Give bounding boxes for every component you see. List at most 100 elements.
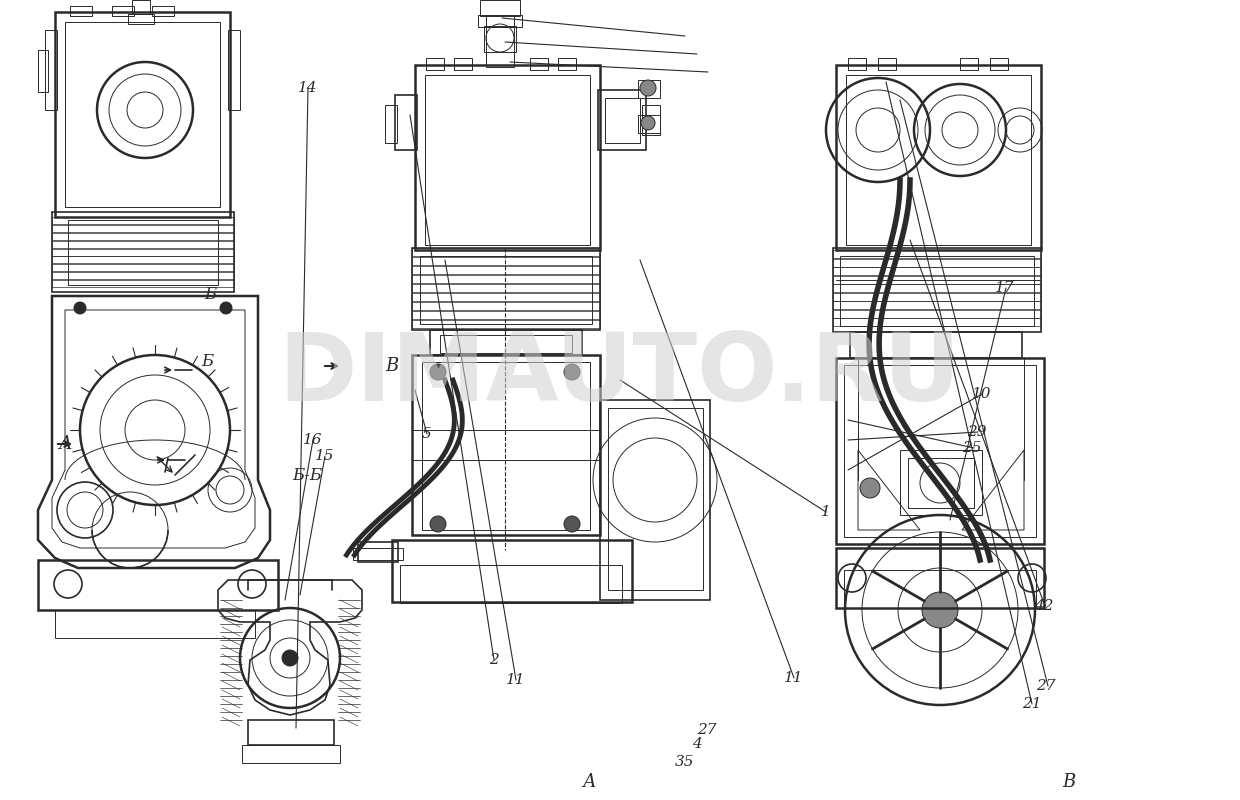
Circle shape [281,650,298,666]
Text: 11: 11 [784,671,804,686]
Bar [52,249,234,255]
Bar [454,58,472,70]
Bar [427,58,444,70]
Text: 42: 42 [1034,599,1054,614]
Bar [600,400,711,600]
Bar [228,30,241,110]
Circle shape [430,516,446,532]
Bar [52,212,234,292]
Text: 21: 21 [1022,697,1042,711]
Bar [833,301,1042,309]
Bar [412,320,600,328]
Bar [420,256,591,324]
Bar [900,450,982,515]
Bar [55,12,229,217]
Bar [415,65,600,250]
Text: Б: Б [205,286,217,303]
Bar [833,258,1042,266]
Bar [248,720,334,745]
Bar [422,362,590,530]
Bar [52,217,234,224]
Bar [38,560,278,610]
Bar [412,266,600,274]
Bar [64,22,219,207]
Text: 14: 14 [298,81,317,95]
Bar [55,610,255,638]
Bar [412,311,600,319]
Bar [639,115,660,133]
Bar [52,272,234,279]
Text: 16: 16 [303,433,322,447]
Bar [833,267,1042,275]
Bar [412,248,600,256]
Bar [844,365,1035,537]
Bar [484,26,516,52]
Bar [128,14,154,24]
Bar [412,293,600,301]
Bar [878,58,897,70]
Circle shape [74,302,86,314]
Bar [45,30,57,110]
Bar [848,58,866,70]
Text: DIMAUTO.RU: DIMAUTO.RU [279,329,961,421]
Bar [836,65,1042,250]
Circle shape [641,116,655,130]
Text: 2: 2 [489,653,498,667]
Circle shape [564,364,580,380]
Text: 15: 15 [315,449,335,463]
Bar [960,58,978,70]
Bar [69,6,92,16]
Text: Б: Б [201,353,213,370]
Bar [153,6,174,16]
Bar [833,310,1042,318]
Bar [480,0,520,16]
Bar [396,95,417,150]
Bar [52,264,234,271]
Bar [642,105,660,135]
Bar [844,570,1035,608]
Bar [833,275,1042,283]
Bar [242,745,340,763]
Text: 27: 27 [697,722,717,737]
Text: 25: 25 [962,441,982,455]
Text: А: А [583,774,595,791]
Bar [412,248,600,330]
Bar [605,98,640,143]
Text: 29: 29 [967,425,987,439]
Bar [486,15,515,67]
Bar [839,256,1034,326]
Bar [477,15,522,27]
Circle shape [861,478,880,498]
Bar [52,280,234,287]
Bar [440,335,572,353]
Text: 4: 4 [692,737,702,751]
Text: 17: 17 [994,281,1014,295]
Bar [430,330,582,355]
Bar [412,257,600,265]
Bar [52,225,234,232]
Bar [990,58,1008,70]
Bar [401,565,622,603]
Bar [833,293,1042,301]
Text: 10: 10 [972,386,992,401]
Bar [908,458,973,508]
Text: Б-Б: Б-Б [293,466,322,484]
Bar [608,408,703,590]
Text: 27: 27 [1035,679,1055,694]
Bar [836,548,1044,608]
Text: 1: 1 [821,505,831,519]
Text: А: А [58,435,71,453]
Bar [412,302,600,310]
Text: 35: 35 [675,755,694,770]
Circle shape [923,592,959,628]
Bar [392,540,632,602]
Bar [833,318,1042,326]
Bar [846,75,1030,245]
Circle shape [640,80,656,96]
Bar [358,542,398,562]
Bar [558,58,577,70]
Bar [849,332,1022,358]
Bar [833,284,1042,292]
Bar [52,256,234,263]
Bar [529,58,548,70]
